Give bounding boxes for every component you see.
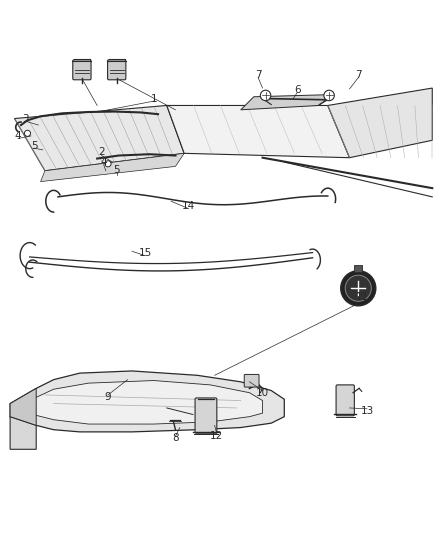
Text: 13: 13 xyxy=(360,406,374,416)
Polygon shape xyxy=(10,417,36,449)
Text: 10: 10 xyxy=(256,387,269,398)
Text: 7: 7 xyxy=(355,70,362,80)
Circle shape xyxy=(105,161,111,167)
Text: 5: 5 xyxy=(31,141,37,150)
Text: 4: 4 xyxy=(100,157,107,167)
Polygon shape xyxy=(167,106,350,158)
Circle shape xyxy=(260,90,271,101)
Polygon shape xyxy=(241,94,332,110)
Text: 7: 7 xyxy=(255,70,261,80)
Circle shape xyxy=(25,130,31,136)
Text: 15: 15 xyxy=(138,248,152,259)
Text: 3: 3 xyxy=(22,114,28,124)
FancyBboxPatch shape xyxy=(336,385,354,416)
Polygon shape xyxy=(28,381,262,424)
Text: 5: 5 xyxy=(113,165,120,175)
Text: 11: 11 xyxy=(356,292,369,302)
Circle shape xyxy=(324,90,334,101)
Text: 4: 4 xyxy=(14,131,21,141)
Text: 12: 12 xyxy=(210,431,223,441)
FancyBboxPatch shape xyxy=(354,265,362,272)
Text: 8: 8 xyxy=(172,433,179,443)
FancyBboxPatch shape xyxy=(195,398,217,433)
Polygon shape xyxy=(10,371,284,432)
Circle shape xyxy=(341,271,376,305)
Text: 14: 14 xyxy=(182,201,195,212)
Circle shape xyxy=(345,275,371,301)
FancyBboxPatch shape xyxy=(244,375,259,387)
Polygon shape xyxy=(328,88,432,158)
FancyBboxPatch shape xyxy=(73,60,91,80)
Polygon shape xyxy=(41,154,184,182)
Text: 9: 9 xyxy=(105,392,111,402)
Polygon shape xyxy=(14,106,184,171)
Polygon shape xyxy=(10,389,36,425)
Text: 1: 1 xyxy=(150,94,157,104)
Text: 6: 6 xyxy=(294,85,300,95)
FancyBboxPatch shape xyxy=(108,60,126,80)
Text: 2: 2 xyxy=(98,148,105,157)
